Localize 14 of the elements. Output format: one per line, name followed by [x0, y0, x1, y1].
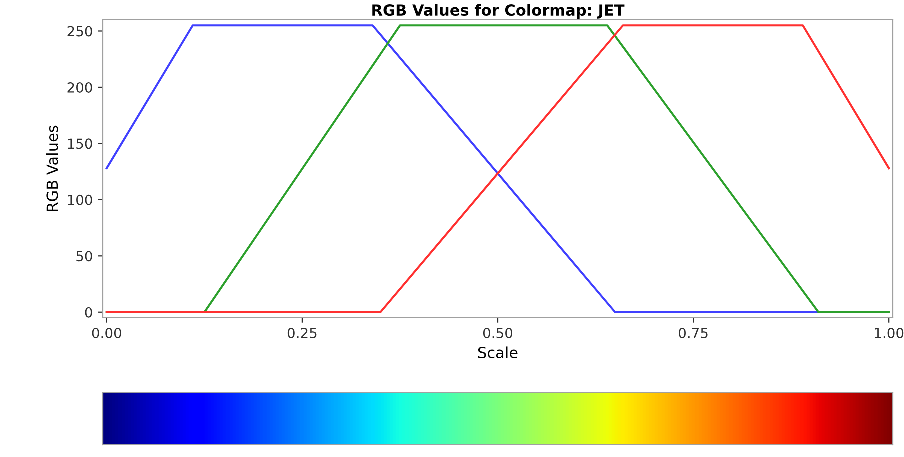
x-tick-label: 0.00 [92, 328, 122, 338]
y-tick-label: 50 [76, 251, 92, 262]
y-tick-label: 0 [85, 307, 92, 318]
x-axis-title: Scale [478, 346, 518, 359]
y-tick-label: 100 [68, 194, 92, 206]
chart-title: RGB Values for Colormap: JET [372, 4, 625, 20]
x-tick-label: 1.00 [875, 328, 904, 338]
x-tick-label: 0.75 [679, 328, 708, 338]
y-tick-label: 250 [68, 26, 92, 37]
y-tick-label: 150 [68, 138, 92, 150]
y-tick-label: 200 [68, 82, 92, 93]
x-tick-label: 0.50 [483, 328, 513, 338]
y-axis-title: RGB Values [46, 126, 58, 212]
x-tick-label: 0.25 [288, 328, 317, 338]
